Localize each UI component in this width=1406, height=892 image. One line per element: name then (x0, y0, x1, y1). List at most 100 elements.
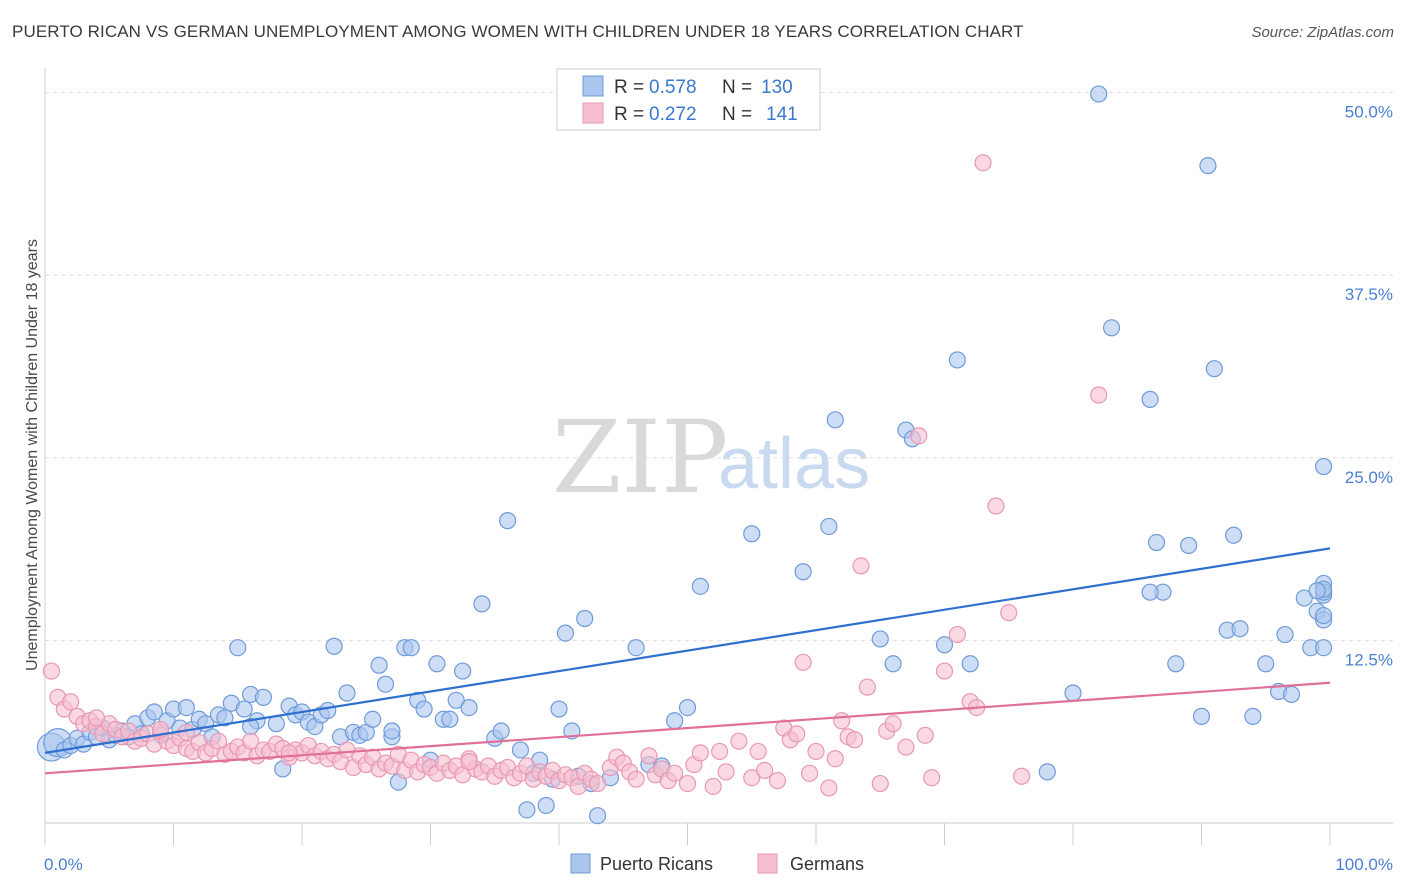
bottom-legend-label-germans: Germans (790, 854, 864, 874)
point-puerto-ricans (1180, 536, 1198, 555)
point-puerto-ricans (1199, 157, 1217, 175)
point-germans (743, 769, 761, 787)
point-puerto-ricans (325, 637, 343, 655)
point-puerto-ricans (229, 639, 247, 657)
point-puerto-ricans (884, 655, 902, 673)
legend-n-value-germans: 141 (766, 104, 798, 125)
point-puerto-ricans (1314, 639, 1333, 657)
point-puerto-ricans (1102, 319, 1121, 337)
y-tick-labels: 12.5% 25.0% 37.5% 50.0% (1345, 103, 1393, 670)
point-puerto-ricans (550, 700, 568, 718)
point-puerto-ricans (961, 655, 979, 673)
point-puerto-ricans (556, 624, 575, 642)
point-puerto-ricans (691, 577, 709, 595)
point-puerto-ricans (402, 639, 420, 657)
trend-line-puerto-ricans (44, 547, 1331, 754)
point-germans (974, 154, 992, 172)
legend-swatch-germans (582, 102, 604, 124)
chart-source: Source: ZipAtlas.com (1251, 24, 1394, 41)
point-germans (897, 738, 915, 756)
point-puerto-ricans (338, 684, 356, 702)
point-puerto-ricans (511, 741, 530, 759)
point-puerto-ricans (1064, 684, 1082, 702)
point-germans (820, 779, 838, 797)
point-germans (845, 731, 864, 749)
point-puerto-ricans (1314, 457, 1333, 476)
point-germans (923, 769, 941, 787)
watermark-atlas: atlas (718, 424, 870, 504)
legend-n-label-1: N = (722, 77, 752, 98)
point-germans (910, 427, 928, 445)
point-germans (833, 712, 851, 730)
bottom-legend-swatch-germans (757, 853, 778, 874)
point-germans (1090, 386, 1108, 404)
point-puerto-ricans (948, 351, 966, 369)
point-puerto-ricans (460, 698, 478, 717)
point-puerto-ricans (820, 517, 838, 536)
point-puerto-ricans (364, 710, 382, 728)
point-germans (704, 777, 722, 796)
point-puerto-ricans (499, 512, 517, 530)
point-puerto-ricans (1225, 526, 1243, 544)
point-germans (62, 693, 80, 711)
x-tick-label-min: 0.0% (44, 855, 83, 874)
point-germans (826, 750, 844, 768)
point-puerto-ricans (576, 609, 594, 628)
point-puerto-ricans (1295, 589, 1313, 607)
point-germans (788, 725, 806, 743)
point-puerto-ricans (826, 411, 844, 429)
point-puerto-ricans (441, 710, 459, 728)
point-germans (627, 770, 645, 788)
point-germans (242, 732, 260, 750)
point-germans (800, 764, 819, 782)
point-germans (666, 764, 684, 782)
point-germans (42, 662, 61, 680)
point-germans (858, 678, 877, 696)
point-puerto-ricans (145, 703, 163, 721)
point-puerto-ricans (743, 525, 761, 543)
point-germans (711, 742, 729, 761)
point-puerto-ricans (383, 722, 401, 740)
point-germans (807, 742, 825, 761)
bottom-legend: Puerto Ricans Germans (570, 853, 864, 874)
point-germans (87, 709, 106, 727)
point-puerto-ricans (473, 595, 491, 613)
point-puerto-ricans (1038, 763, 1056, 781)
point-germans (730, 732, 748, 750)
point-germans (884, 715, 902, 733)
point-puerto-ricans (370, 656, 388, 674)
point-puerto-ricans (1314, 606, 1333, 625)
point-puerto-ricans (454, 662, 472, 680)
point-germans (177, 723, 195, 742)
point-germans (1000, 604, 1018, 622)
point-puerto-ricans (518, 801, 536, 819)
point-puerto-ricans (235, 700, 253, 718)
bottom-legend-label-puerto-ricans: Puerto Ricans (600, 854, 713, 874)
point-germans (768, 772, 787, 790)
point-puerto-ricans (678, 698, 697, 717)
y-tick-label: 25.0% (1345, 468, 1393, 487)
chart-title: PUERTO RICAN VS GERMAN UNEMPLOYMENT AMON… (12, 22, 1024, 41)
point-puerto-ricans (1167, 655, 1185, 673)
point-germans (749, 742, 767, 761)
series-germans (42, 154, 1108, 797)
point-puerto-ricans (1141, 390, 1159, 408)
point-germans (717, 763, 735, 781)
point-germans (280, 744, 298, 762)
legend: R = 0.578 N = 130 R = 0.272 N = 141 (556, 68, 821, 131)
point-puerto-ricans (1192, 707, 1211, 725)
trend-lines (44, 547, 1331, 775)
point-germans (640, 747, 658, 765)
point-puerto-ricans (1244, 707, 1262, 725)
point-germans (460, 753, 478, 771)
grid-lines (45, 92, 1393, 641)
point-germans (755, 761, 774, 780)
point-germans (588, 774, 607, 793)
legend-n-label-2: N = (722, 104, 752, 125)
point-puerto-ricans (1141, 583, 1159, 601)
point-germans (794, 653, 812, 671)
y-tick-label: 12.5% (1345, 650, 1393, 669)
point-puerto-ricans (216, 709, 234, 727)
point-puerto-ricans (492, 722, 510, 740)
y-tick-label: 37.5% (1345, 285, 1393, 304)
